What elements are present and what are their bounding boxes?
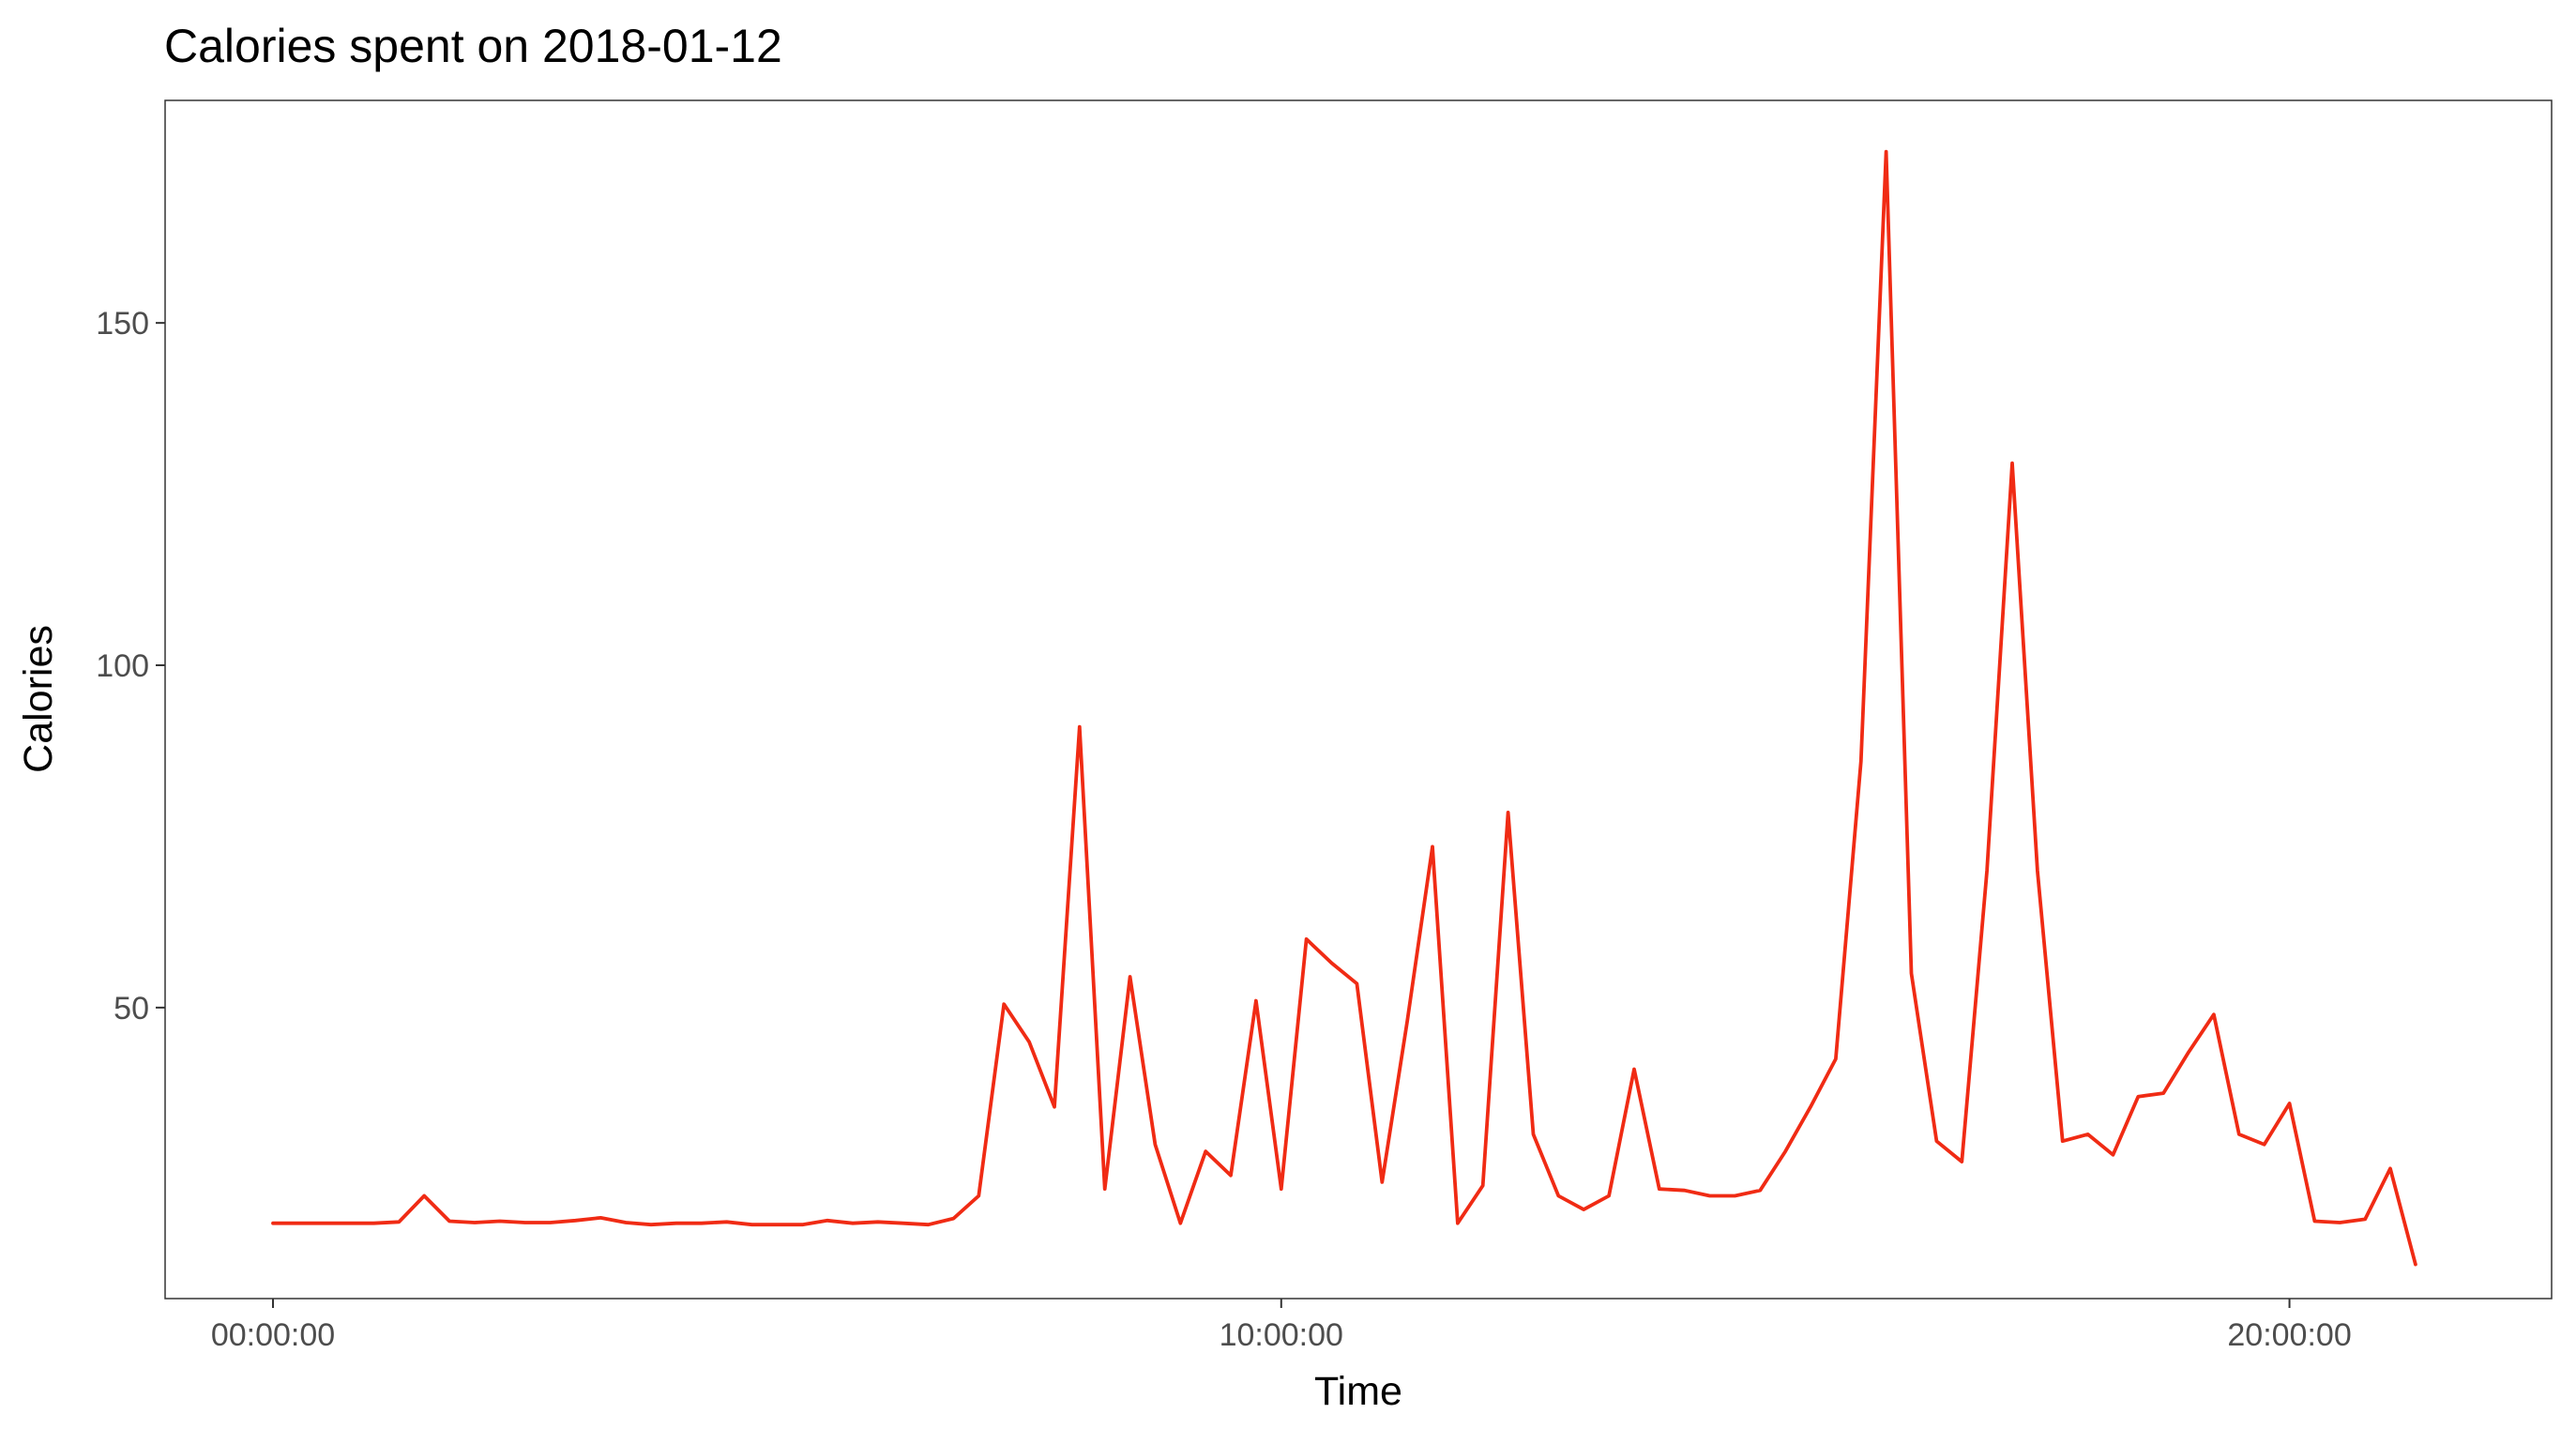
calories-series-line — [271, 149, 2417, 1267]
series-layer — [271, 149, 2417, 1267]
x-tick-label: 00:00:00 — [211, 1317, 335, 1353]
y-tick-label: 100 — [96, 648, 149, 684]
x-axis-label: Time — [1314, 1369, 1402, 1414]
x-axis: 00:00:00 10:00:00 20:00:00 — [211, 1299, 2352, 1353]
y-axis: 50 100 150 — [96, 306, 165, 1026]
y-tick-label: 150 — [96, 306, 149, 342]
x-tick-label: 20:00:00 — [2227, 1317, 2351, 1353]
y-tick-label: 50 — [114, 991, 149, 1026]
y-axis-label: Calories — [16, 625, 61, 773]
chart-title: Calories spent on 2018-01-12 — [164, 20, 782, 72]
x-tick-label: 10:00:00 — [1220, 1317, 1343, 1353]
plot-panel-border — [164, 99, 2553, 1300]
